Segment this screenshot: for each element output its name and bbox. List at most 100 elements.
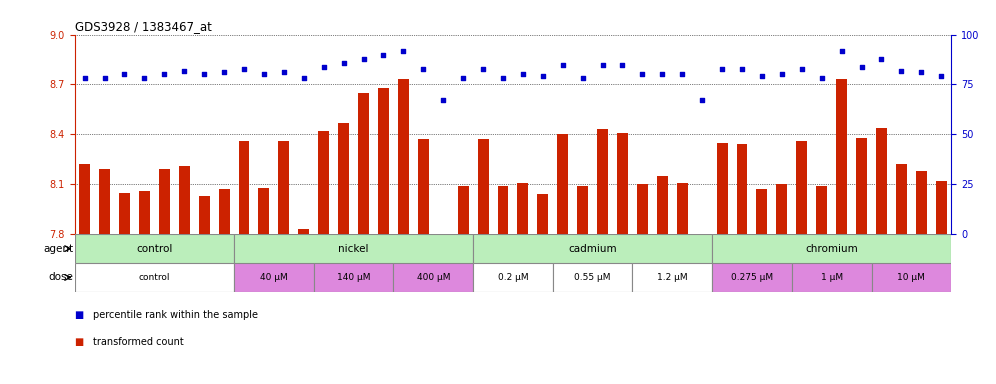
Text: 0.2 μM: 0.2 μM — [498, 273, 528, 282]
Point — [236, 65, 252, 71]
Text: 10 μM: 10 μM — [897, 273, 925, 282]
Point — [814, 75, 830, 81]
Bar — [497, 186, 508, 234]
Text: cadmium: cadmium — [569, 243, 617, 254]
Text: 0.275 μM: 0.275 μM — [731, 273, 773, 282]
Bar — [477, 139, 488, 234]
Text: percentile rank within the sample: percentile rank within the sample — [93, 310, 258, 320]
Bar — [158, 169, 169, 234]
Point — [555, 61, 571, 68]
Bar — [676, 183, 687, 234]
Point — [754, 73, 770, 79]
Bar — [736, 144, 747, 234]
Bar — [99, 169, 110, 234]
Point — [575, 75, 591, 81]
Bar — [557, 134, 568, 234]
Point — [595, 61, 611, 68]
Point — [515, 71, 531, 78]
Point — [136, 75, 152, 81]
Text: 1.2 μM: 1.2 μM — [657, 273, 687, 282]
Point — [794, 65, 810, 71]
Bar — [377, 88, 388, 234]
Bar — [473, 234, 712, 263]
Bar — [915, 171, 926, 234]
Bar — [238, 141, 249, 234]
Bar — [119, 193, 129, 234]
Point — [375, 51, 391, 58]
Text: 1 μM: 1 μM — [821, 273, 843, 282]
Bar — [473, 263, 553, 292]
Point — [455, 75, 471, 81]
Point — [913, 70, 929, 76]
Point — [415, 65, 431, 71]
Bar — [875, 128, 886, 234]
Bar — [716, 143, 727, 234]
Text: agent: agent — [44, 243, 74, 254]
Point — [475, 65, 491, 71]
Text: transformed count: transformed count — [93, 337, 183, 347]
Point — [893, 68, 909, 74]
Bar — [80, 164, 90, 234]
Bar — [553, 263, 632, 292]
Point — [654, 71, 670, 78]
Bar — [298, 229, 309, 234]
Bar — [796, 141, 807, 234]
Bar — [895, 164, 906, 234]
Point — [535, 73, 551, 79]
Bar — [458, 186, 469, 234]
Point — [296, 75, 312, 81]
Point — [933, 73, 949, 79]
Bar — [75, 234, 234, 263]
Point — [495, 75, 511, 81]
Bar — [578, 186, 588, 234]
Bar — [178, 166, 189, 234]
Bar — [757, 189, 767, 234]
Point — [117, 71, 132, 78]
Point — [216, 70, 232, 76]
Bar — [712, 263, 792, 292]
Point — [734, 65, 750, 71]
Point — [873, 55, 889, 61]
Point — [336, 60, 352, 66]
Bar — [935, 181, 946, 234]
Point — [316, 63, 332, 70]
Bar — [872, 263, 951, 292]
Bar — [792, 263, 872, 292]
Point — [395, 48, 411, 54]
Point — [854, 63, 870, 70]
Text: GDS3928 / 1383467_at: GDS3928 / 1383467_at — [75, 20, 211, 33]
Bar — [597, 129, 608, 234]
Text: 400 μM: 400 μM — [416, 273, 450, 282]
Bar — [776, 184, 787, 234]
Text: 140 μM: 140 μM — [337, 273, 371, 282]
Bar — [318, 131, 329, 234]
Text: ■: ■ — [75, 337, 87, 347]
Bar — [218, 189, 229, 234]
Bar — [397, 79, 408, 234]
Bar — [234, 234, 473, 263]
Point — [834, 48, 850, 54]
Point — [674, 71, 690, 78]
Bar — [518, 183, 528, 234]
Point — [97, 75, 113, 81]
Text: chromium: chromium — [806, 243, 858, 254]
Point — [615, 61, 630, 68]
Bar — [617, 133, 627, 234]
Point — [694, 98, 710, 104]
Point — [774, 71, 790, 78]
Bar — [538, 194, 548, 234]
Text: 40 μM: 40 μM — [260, 273, 288, 282]
Text: 0.55 μM: 0.55 μM — [575, 273, 611, 282]
Point — [435, 98, 451, 104]
Bar — [816, 186, 827, 234]
Point — [634, 71, 650, 78]
Bar — [138, 191, 150, 234]
Bar — [418, 139, 428, 234]
Point — [714, 65, 730, 71]
Point — [356, 55, 372, 61]
Bar — [258, 188, 269, 234]
Point — [256, 71, 272, 78]
Bar — [75, 263, 234, 292]
Bar — [198, 196, 209, 234]
Bar — [314, 263, 393, 292]
